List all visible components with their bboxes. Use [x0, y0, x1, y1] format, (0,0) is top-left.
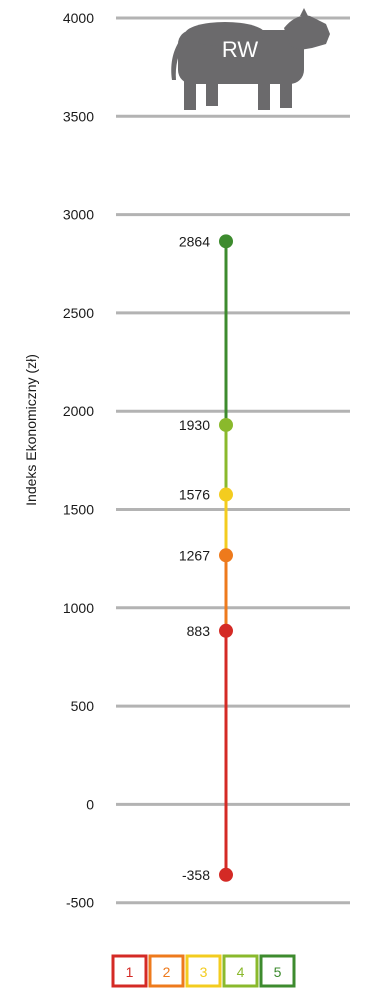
- legend-label: 4: [237, 964, 245, 980]
- data-label: -358: [182, 867, 210, 883]
- data-label: 2864: [179, 233, 210, 249]
- data-point: [219, 867, 233, 882]
- y-tick-label: 0: [86, 796, 94, 812]
- legend-swatch: [259, 954, 296, 988]
- y-axis-label: Indeks Ekonomiczny (zł): [23, 354, 39, 506]
- grid-lines: [116, 16, 350, 905]
- y-tick-label: 2000: [63, 403, 94, 419]
- data-point: [219, 234, 233, 249]
- y-tick-label: 2500: [63, 305, 94, 321]
- y-tick-label: 1000: [63, 600, 94, 616]
- data-point: [219, 623, 233, 638]
- y-tick-label: 3500: [63, 108, 94, 124]
- data-label: 883: [187, 623, 211, 639]
- cow-icon: RW: [171, 8, 330, 110]
- y-tick-label: 500: [71, 698, 95, 714]
- data-label: 1576: [179, 487, 210, 503]
- data-point: [219, 417, 233, 432]
- legend-swatch: [148, 954, 185, 988]
- legend-swatch: [185, 954, 222, 988]
- animal-label: RW: [222, 37, 258, 62]
- data-label: 1930: [179, 417, 210, 433]
- legend-label: 3: [200, 964, 208, 980]
- y-tick-labels: 40003500300025002000150010005000-500-100…: [63, 10, 95, 911]
- legend-swatch: [222, 954, 259, 988]
- y-tick-label: -500: [66, 895, 94, 911]
- legend-label: 1: [126, 964, 134, 980]
- data-point: [219, 548, 233, 563]
- y-tick-label: 4000: [63, 10, 94, 26]
- legend-label: 5: [274, 964, 282, 980]
- data-labels: -358 883 1267 1576 1930 2864: [179, 233, 210, 882]
- legend-label: 2: [163, 964, 171, 980]
- legend-swatch: [111, 954, 148, 988]
- y-tick-label: 1500: [63, 502, 94, 518]
- data-label: 1267: [179, 547, 210, 563]
- legend: 1 2 3 4 5: [111, 954, 296, 988]
- data-points: [219, 234, 233, 882]
- y-tick-label: 3000: [63, 207, 94, 223]
- data-point: [219, 487, 233, 502]
